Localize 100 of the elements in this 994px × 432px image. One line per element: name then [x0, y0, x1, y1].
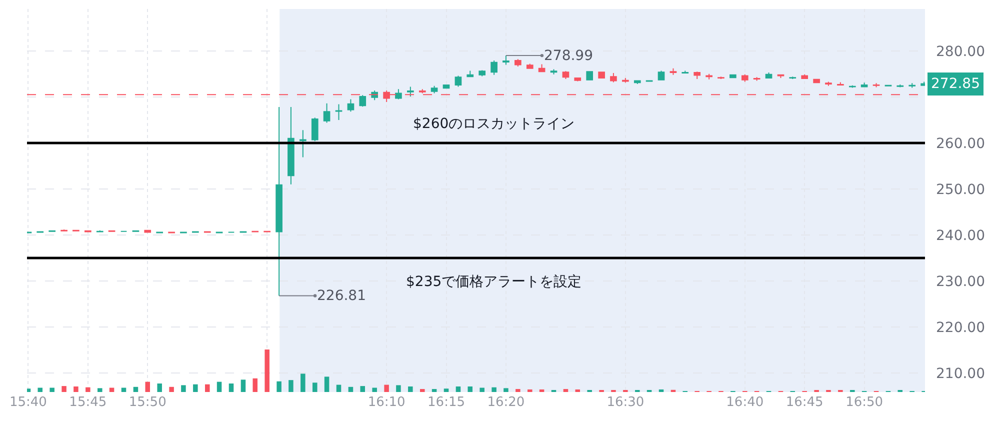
bar: [575, 389, 580, 392]
candlestick: [682, 70, 689, 74]
bar: [408, 386, 413, 392]
candlestick: [144, 230, 152, 233]
candlestick: [84, 230, 92, 233]
candlestick: [694, 71, 701, 80]
candlestick: [908, 82, 916, 88]
x-tick-label: 16:20: [487, 395, 525, 410]
bar: [432, 389, 437, 392]
bar: [312, 382, 318, 392]
candlestick: [622, 78, 629, 84]
candlestick: [718, 76, 724, 80]
bar: [384, 384, 389, 392]
x-tick-label: 16:15: [428, 395, 465, 410]
candlestick: [586, 70, 594, 81]
candlestick: [837, 82, 844, 86]
y-tick-label: 260.00: [936, 136, 985, 152]
candlestick: [562, 70, 570, 80]
candlestick: [335, 104, 342, 120]
bar: [360, 386, 365, 392]
y-tick-label: 210.00: [936, 366, 985, 382]
x-tick-label: 16:30: [606, 395, 644, 410]
bar: [98, 388, 102, 392]
bar: [252, 378, 258, 392]
bar: [121, 388, 126, 392]
candlestick: [347, 98, 354, 112]
y-tick-label: 250.00: [936, 182, 985, 198]
candlestick: [610, 72, 617, 83]
x-tick-label: 16:10: [368, 395, 406, 410]
bar: [300, 374, 306, 392]
candlestick: [658, 70, 665, 81]
candlestick: [872, 82, 880, 88]
candlestick: [538, 64, 546, 73]
bar: [456, 386, 461, 392]
x-tick-label: 15:40: [9, 395, 47, 410]
bar: [145, 382, 150, 392]
bar: [228, 383, 234, 392]
x-tick-label: 15:50: [128, 395, 166, 410]
bar: [157, 383, 162, 392]
candlestick: [96, 230, 104, 232]
candlestick: [407, 86, 414, 97]
candlestick: [276, 106, 282, 296]
candlestick: [896, 84, 904, 88]
bar: [38, 388, 42, 392]
bar: [205, 384, 210, 392]
bar: [480, 388, 484, 392]
bar: [372, 388, 377, 392]
text: 272.85: [931, 76, 980, 92]
bar: [50, 388, 54, 392]
bar: [444, 388, 449, 392]
bar: [181, 385, 186, 392]
candlestick: [478, 70, 486, 77]
candlestick: [789, 76, 796, 80]
y-tick-label: 230.00: [936, 274, 985, 290]
candlestick: [526, 63, 534, 70]
candlestick: [490, 60, 498, 76]
bar: [324, 376, 330, 392]
candlestick: [430, 85, 438, 94]
bar: [492, 387, 496, 392]
bar: [396, 385, 401, 392]
bar: [563, 389, 568, 392]
x-tick-label: 16:40: [726, 395, 764, 410]
candlestick: [454, 75, 462, 88]
candlestick: [288, 106, 294, 185]
candlestick: [825, 81, 832, 86]
bar: [348, 386, 354, 392]
candlestick: [466, 70, 474, 78]
bar: [336, 384, 342, 392]
annotation: 278.99: [544, 48, 593, 64]
bar: [420, 389, 425, 392]
candlestick: [753, 76, 760, 82]
y-tick-label: 240.00: [936, 228, 985, 244]
y-tick-label: 280.00: [936, 44, 985, 60]
bar: [264, 349, 270, 392]
candlestick: [550, 68, 558, 75]
annotation: 226.81: [317, 288, 366, 304]
candlestick: [395, 88, 402, 100]
bar: [288, 380, 294, 392]
x-tick-label: 15:45: [69, 395, 107, 410]
bar: [240, 380, 246, 392]
x-tick-label: 16:50: [846, 395, 884, 410]
candlestick: [813, 78, 820, 84]
bar: [86, 387, 90, 392]
bar: [468, 386, 472, 392]
ref-line-label: $235で価格アラートを設定: [406, 274, 582, 290]
bar: [62, 386, 66, 392]
bar: [528, 389, 532, 392]
bar: [516, 389, 520, 392]
bar: [109, 388, 114, 392]
candlestick: [598, 71, 605, 80]
candlestick: [574, 77, 582, 82]
ref-line-label: $260のロスカットライン: [413, 116, 575, 132]
bar: [658, 389, 664, 392]
bar: [504, 388, 508, 392]
bar: [74, 386, 78, 392]
bar: [193, 384, 198, 392]
bar: [276, 381, 282, 392]
candlestick: [311, 117, 318, 142]
y-tick-label: 220.00: [936, 320, 985, 336]
bar: [216, 382, 222, 392]
